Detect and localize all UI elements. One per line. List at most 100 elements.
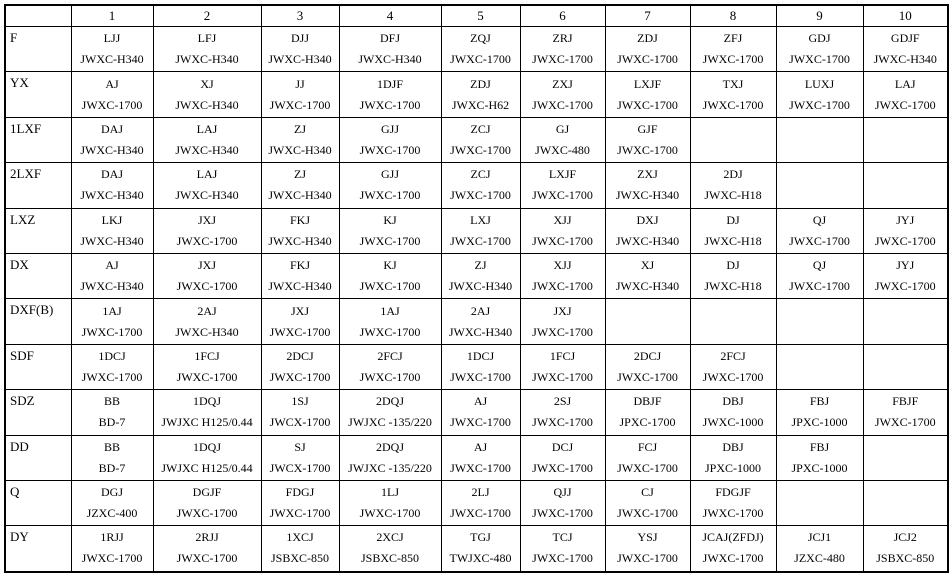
relay-type: JWXC-H340 [175, 52, 239, 67]
table-cell: ZCJ JWXC-1700 [440, 116, 521, 164]
relay-type: JWXC-1700 [269, 369, 331, 384]
table-cell: TCJ JWXC-1700 [519, 525, 606, 573]
relay-type: JWXC-1700 [450, 188, 511, 203]
relay-name: TCJ [552, 530, 573, 545]
relay-type: JWXC-1000 [702, 415, 764, 430]
relay-name: AJ [473, 439, 488, 454]
column-header: 5 [440, 4, 521, 27]
table-cell: ZDJ JWXC-H62 [440, 71, 521, 118]
table-cell: 2XCJ JSBXC-850 [338, 525, 442, 573]
row-label: LXZ [4, 207, 72, 254]
relay-name: LAJ [196, 121, 218, 136]
table-cell: 1DJF JWXC-1700 [338, 71, 442, 118]
row-label: 1LXF [4, 116, 72, 164]
relay-name: DJ [726, 258, 740, 273]
column-header: 7 [604, 4, 691, 27]
relay-name: DAJ [100, 121, 123, 136]
table-cell: JXJ JWXC-1700 [152, 207, 262, 254]
table-row: DY 1RJJ JWXC-1700 2RJJ JWXC-1700 1XCJ JSBXC-85… [4, 525, 949, 573]
row-label: SDF [4, 343, 72, 391]
relay-type: JWXC-H340 [175, 97, 239, 112]
relay-type: JWXC-H340 [448, 279, 513, 294]
relay-name: QJ [812, 212, 827, 227]
relay-name: XJJ [553, 258, 572, 273]
relay-type: JWXC-H340 [268, 52, 332, 67]
table-cell: QJ JWXC-1700 [775, 252, 864, 300]
relay-type: JWXC-1700 [617, 142, 678, 157]
relay-type: JWXC-1700 [617, 369, 678, 384]
relay-name: ZCJ [470, 167, 491, 182]
relay-type: JWXC-H340 [80, 142, 144, 157]
relay-name: BB [103, 439, 120, 454]
relay-type: JWXC-1700 [617, 506, 678, 521]
table-cell: ZQJ JWXC-1700 [440, 25, 521, 73]
relay-name: DJJ [290, 31, 309, 46]
relay-type: JWXC-1700 [81, 369, 143, 384]
relay-name: 2AJ [470, 303, 491, 318]
table-cell: JYJ JWXC-1700 [862, 207, 949, 254]
table-cell [862, 479, 949, 527]
relay-name: GJJ [380, 121, 399, 136]
table-cell: FKJ JWXC-H340 [260, 252, 340, 300]
relay-type: JWXC-H340 [175, 324, 239, 339]
relay-type: JWXC-1700 [450, 233, 511, 248]
relay-type: JWXC-H340 [615, 279, 680, 294]
table-cell: 2LJ JWXC-1700 [440, 479, 521, 527]
relay-name: 2SJ [553, 394, 572, 409]
relay-name: ZJ [474, 258, 487, 273]
relay-name: FDGJF [715, 485, 751, 500]
relay-type: JWXC-1700 [617, 52, 678, 67]
row-label: DD [4, 434, 72, 481]
relay-name: 1FCJ [194, 348, 220, 363]
table-cell [862, 343, 949, 391]
relay-name: AJ [105, 258, 119, 273]
table-cell: 1RJJ JWXC-1700 [70, 525, 154, 573]
relay-name: JXJ [197, 212, 216, 227]
table-cell: LXJF JWXC-1700 [604, 71, 691, 118]
relay-type: JWXC-H340 [175, 188, 239, 203]
relay-name: JXJ [553, 303, 572, 318]
table-cell: 1AJ JWXC-1700 [338, 298, 442, 345]
table-cell [689, 298, 777, 345]
header-row: 1 2 3 4 5 6 7 8 9 10 [4, 4, 949, 27]
relay-type: BD-7 [98, 460, 126, 475]
table-cell: ZRJ JWXC-1700 [519, 25, 606, 73]
table-cell: LUXJ JWXC-1700 [775, 71, 864, 118]
table-cell: 2DQJ JWJXC -135/220 [338, 389, 442, 436]
relay-type: JWXC-1700 [532, 415, 593, 430]
relay-name: AJ [473, 394, 488, 409]
relay-type: TWJXC-480 [449, 551, 512, 566]
table-cell: GJF JWXC-1700 [604, 116, 691, 164]
relay-name: LXJF [633, 76, 662, 91]
table-cell: 2FCJ JWXC-1700 [689, 343, 777, 391]
relay-type: JWXC-1700 [532, 506, 593, 521]
relay-type: JWXC-1700 [702, 551, 764, 566]
relay-name: ZDJ [637, 31, 658, 46]
table-cell: 2RJJ JWXC-1700 [152, 525, 262, 573]
relay-type: JWXC-1700 [359, 233, 421, 248]
relay-type: JPXC-1700 [619, 415, 676, 430]
table-row: SDF 1DCJ JWXC-1700 1FCJ JWXC-1700 2DCJ JWXC-17… [4, 343, 949, 391]
table-cell: GDJF JWXC-H340 [862, 25, 949, 73]
relay-type: JWXC-1700 [532, 551, 593, 566]
relay-name: CJ [641, 485, 654, 500]
relay-type: JWXC-1700 [176, 369, 238, 384]
table-cell: YSJ JWXC-1700 [604, 525, 691, 573]
table-cell: JXJ JWXC-1700 [152, 252, 262, 300]
relay-type: JWCX-1700 [269, 415, 331, 430]
table-cell [862, 116, 949, 164]
relay-name: 1LJ [381, 485, 399, 500]
table-row: LXZ LKJ JWXC-H340 JXJ JWXC-1700 FKJ JWXC-H340 K… [4, 207, 949, 254]
table-cell: LAJ JWXC-H340 [152, 116, 262, 164]
table-cell: KJ JWXC-1700 [338, 252, 442, 300]
relay-name: LUXJ [804, 76, 835, 91]
relay-type: JWXC-1700 [617, 97, 678, 112]
relay-name: XJ [200, 76, 214, 91]
relay-name: 1DJF [376, 76, 403, 91]
table-cell [862, 162, 949, 209]
table-cell: JCAJ(ZFDJ) JWXC-1700 [689, 525, 777, 573]
table-cell [862, 434, 949, 481]
relay-name: 2DQJ [375, 394, 404, 409]
table-cell: DBJ JPXC-1000 [689, 434, 777, 481]
table-cell: GJ JWXC-480 [519, 116, 606, 164]
